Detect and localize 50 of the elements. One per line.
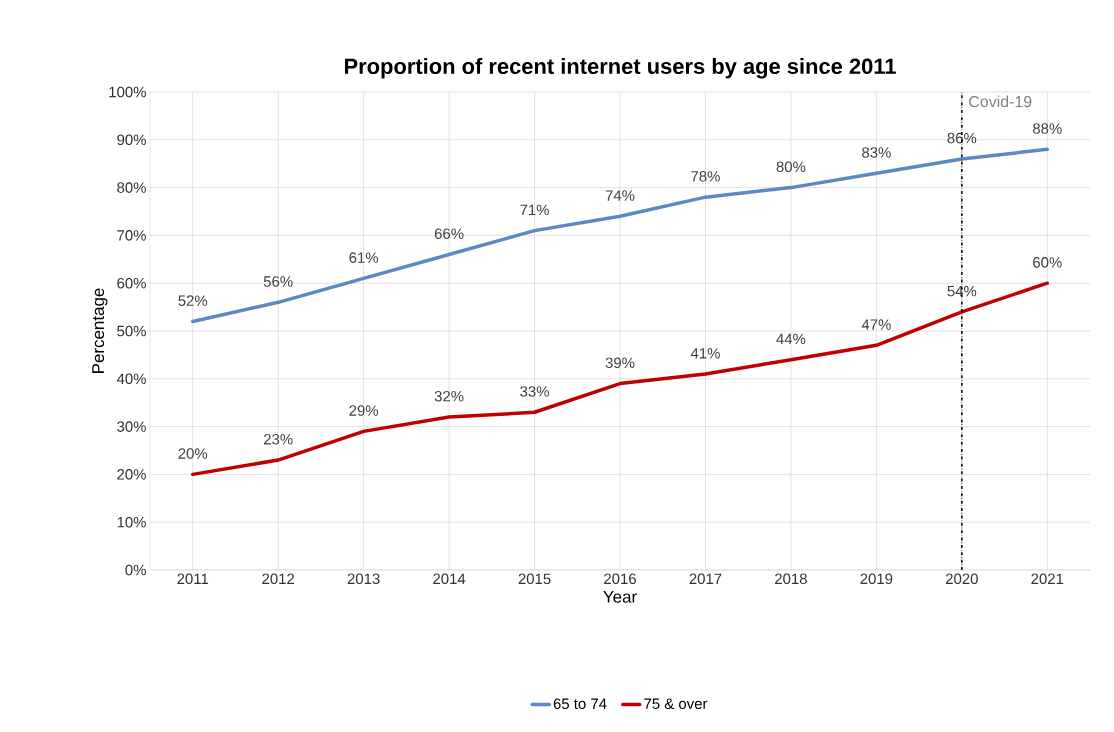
x-tick-label: 2015	[518, 573, 551, 585]
x-axis-title: Year	[603, 590, 637, 603]
data-label: 47%	[861, 319, 891, 330]
x-tick-label: 2020	[945, 573, 978, 585]
data-label: 61%	[349, 252, 379, 263]
data-label: 74%	[605, 190, 635, 201]
x-tick-label: 2012	[262, 573, 295, 585]
ref-line-label: Covid-19	[969, 95, 1032, 108]
y-tick-label: 50%	[117, 325, 146, 337]
x-tick-label: 2016	[604, 573, 636, 585]
y-tick-label: 0%	[125, 564, 146, 576]
data-label: 54%	[947, 285, 977, 297]
data-label: 66%	[434, 228, 464, 239]
data-label: 32%	[434, 390, 464, 402]
data-label: 88%	[1032, 123, 1062, 134]
y-tick-label: 70%	[117, 230, 146, 241]
data-label: 39%	[605, 357, 635, 369]
y-tick-label: 20%	[117, 469, 146, 480]
chart-title: Proportion of recent internet users by age since 2011	[344, 57, 896, 79]
data-label: 78%	[691, 171, 720, 182]
legend-label: 75 & over	[644, 698, 708, 709]
data-label: 80%	[776, 161, 806, 173]
data-label: 23%	[263, 433, 293, 445]
data-label: 29%	[349, 405, 379, 416]
data-label: 44%	[776, 333, 806, 345]
x-tick-label: 2014	[433, 573, 466, 585]
x-tick-label: 2021	[1031, 573, 1064, 585]
y-axis-title: Percentage	[92, 288, 108, 373]
x-tick-label: 2019	[860, 573, 893, 585]
y-tick-label: 10%	[117, 516, 146, 528]
data-label: 20%	[178, 448, 208, 459]
y-tick-label: 90%	[117, 134, 146, 146]
x-tick-label: 2013	[347, 573, 380, 585]
x-tick-label: 2018	[775, 573, 807, 585]
x-tick-label: 2011	[177, 573, 209, 585]
data-label: 56%	[263, 276, 293, 287]
legend-label: 65 to 74	[553, 698, 607, 710]
data-label: 60%	[1033, 257, 1062, 268]
data-label: 71%	[520, 204, 549, 216]
y-tick-label: 60%	[117, 277, 146, 289]
y-tick-label: 80%	[117, 182, 146, 193]
data-label: 86%	[947, 132, 977, 144]
x-tick-label: 2017	[689, 573, 722, 585]
y-tick-label: 100%	[109, 86, 146, 98]
data-label: 83%	[862, 147, 891, 158]
data-label: 33%	[520, 386, 549, 397]
data-label: 52%	[178, 295, 208, 306]
y-tick-label: 40%	[116, 373, 146, 385]
data-label: 41%	[690, 348, 720, 359]
y-tick-label: 30%	[117, 421, 146, 432]
